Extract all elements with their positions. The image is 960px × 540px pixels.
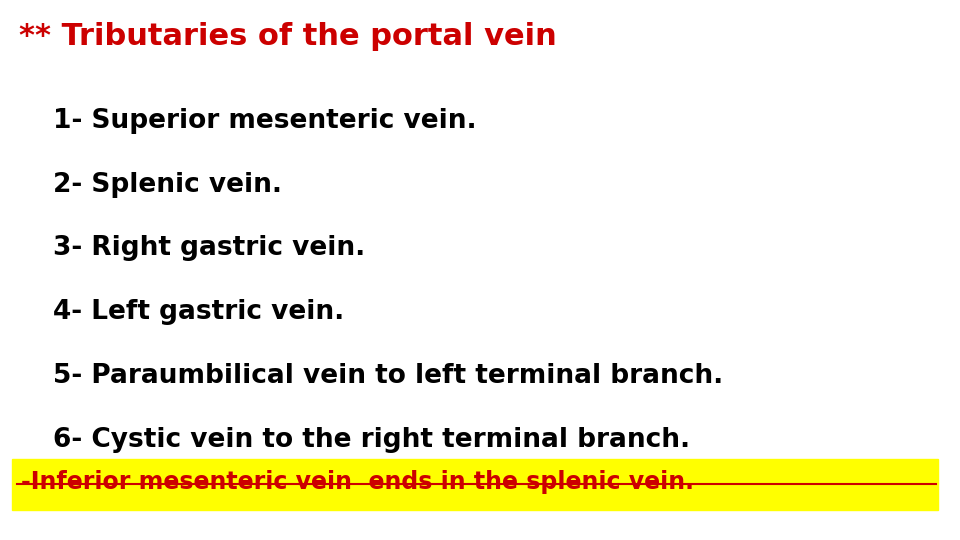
Text: 4- Left gastric vein.: 4- Left gastric vein. bbox=[53, 299, 344, 325]
Text: 3- Right gastric vein.: 3- Right gastric vein. bbox=[53, 235, 365, 261]
Text: ** Tributaries of the portal vein: ** Tributaries of the portal vein bbox=[19, 22, 557, 51]
Text: -Inferior mesenteric vein  ends in the splenic vein.: -Inferior mesenteric vein ends in the sp… bbox=[21, 470, 694, 494]
Text: 2- Splenic vein.: 2- Splenic vein. bbox=[53, 172, 282, 198]
FancyBboxPatch shape bbox=[12, 459, 938, 510]
Text: 1- Superior mesenteric vein.: 1- Superior mesenteric vein. bbox=[53, 108, 476, 134]
Text: 6- Cystic vein to the right terminal branch.: 6- Cystic vein to the right terminal bra… bbox=[53, 427, 690, 453]
Text: 5- Paraumbilical vein to left terminal branch.: 5- Paraumbilical vein to left terminal b… bbox=[53, 363, 723, 389]
